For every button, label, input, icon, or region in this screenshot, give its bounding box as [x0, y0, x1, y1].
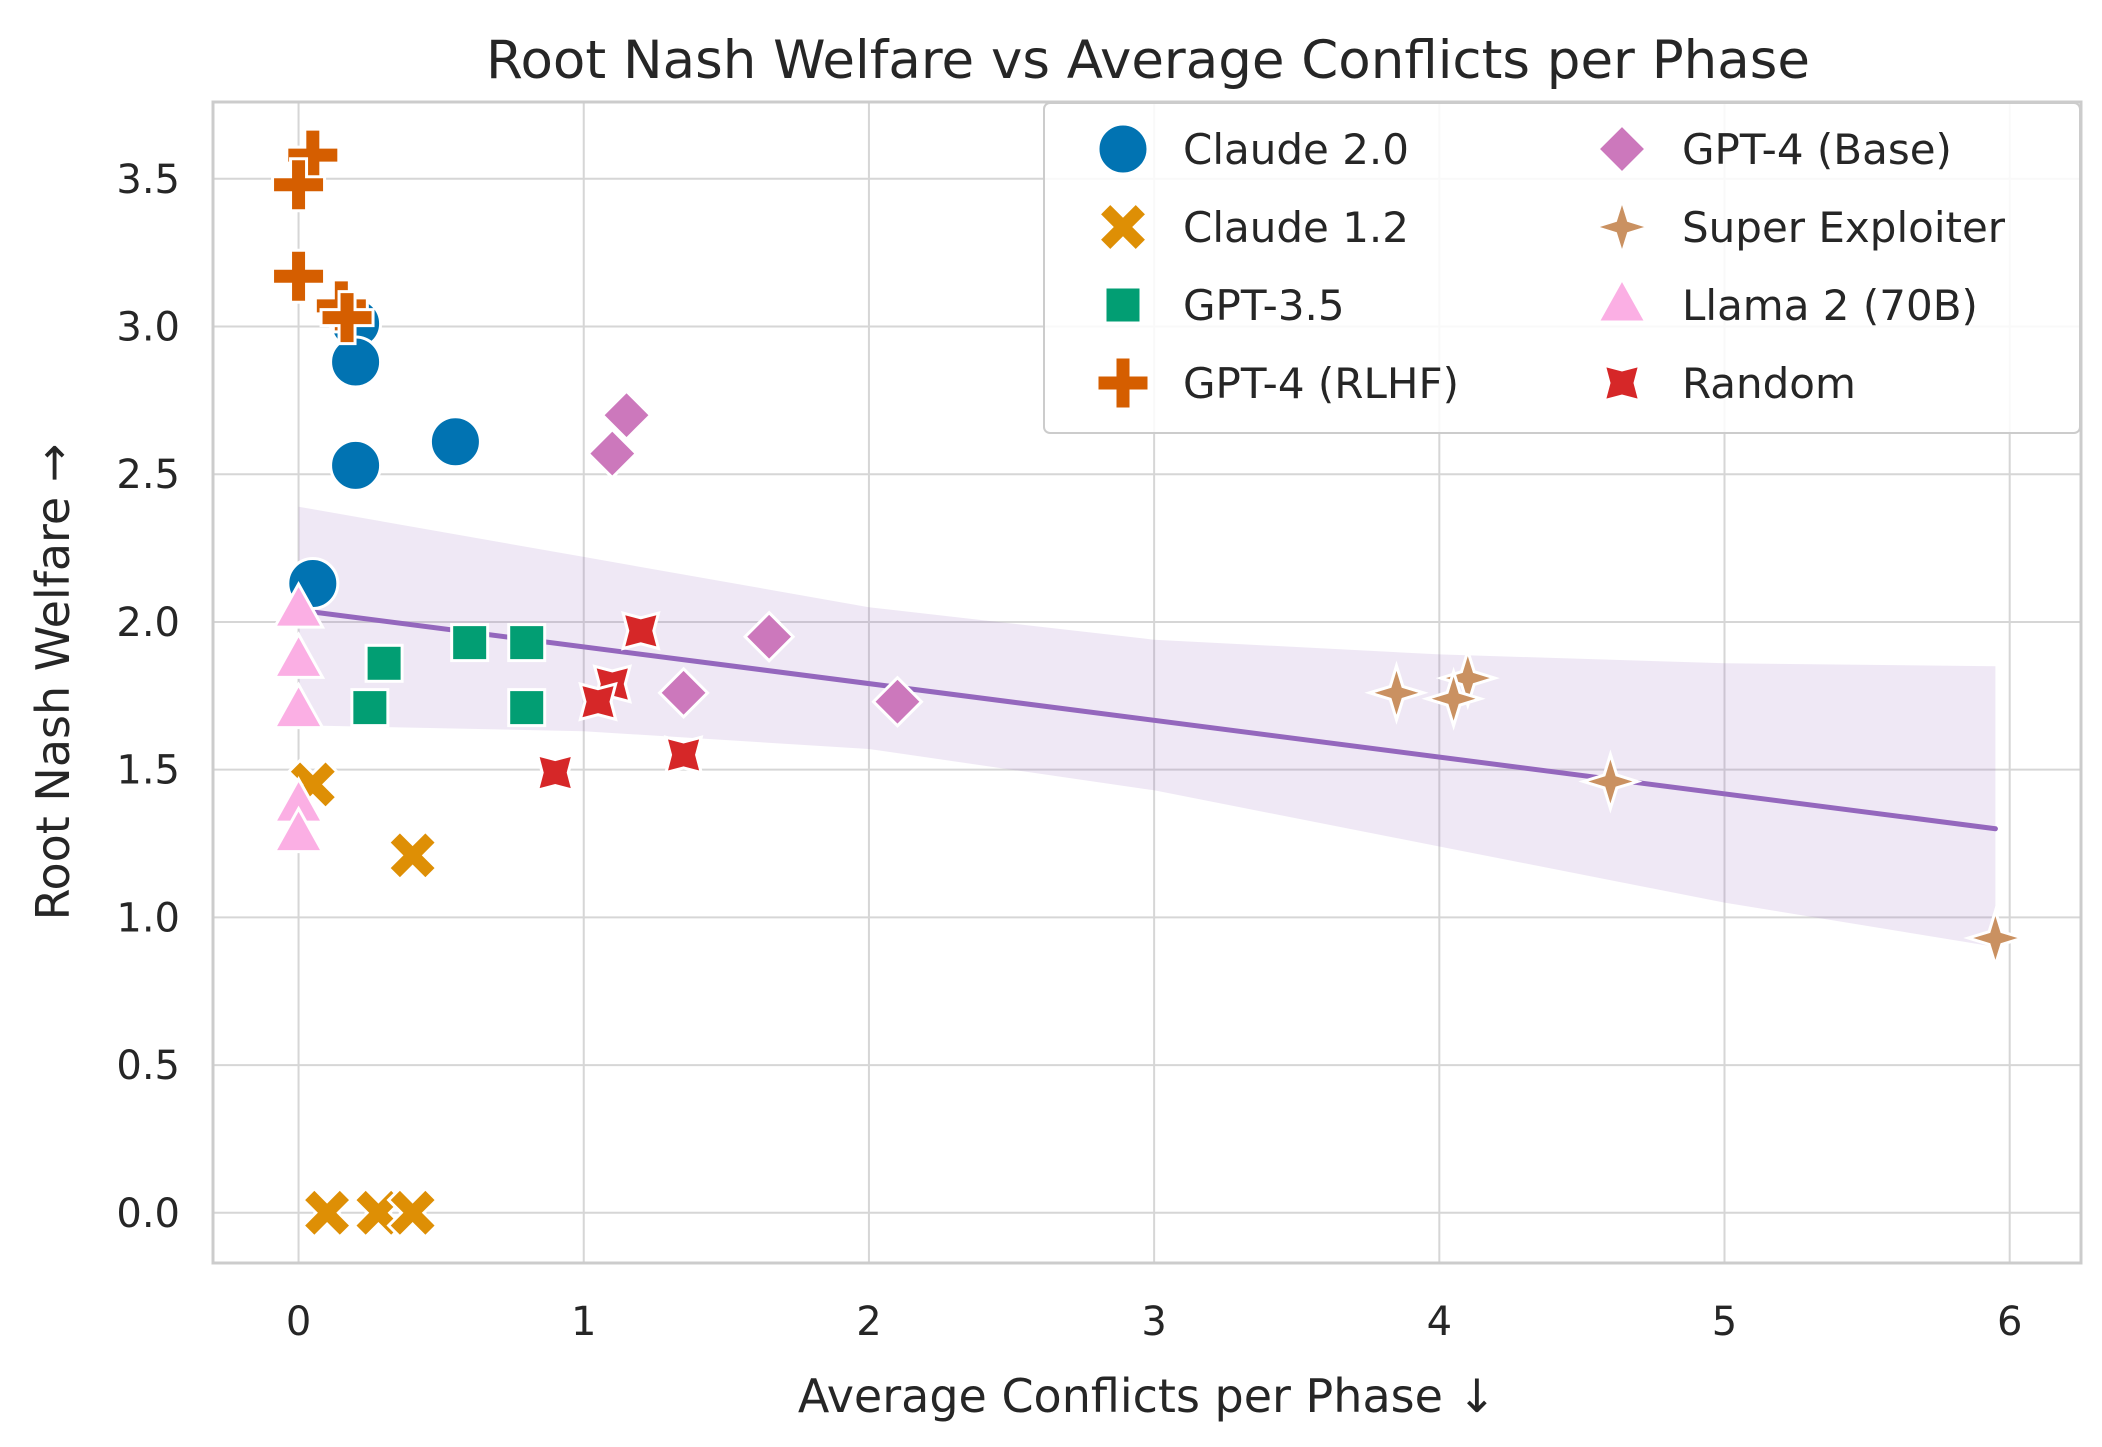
x-tick-label: 6 [1997, 1299, 2022, 1345]
data-point [1364, 660, 1429, 725]
legend-item: Random [1602, 359, 1856, 408]
legend-marker [1589, 194, 1655, 260]
series-group [350, 623, 547, 728]
series-group [272, 581, 326, 854]
legend-label: Llama 2 (70B) [1682, 281, 1978, 330]
legend-label: Claude 2.0 [1183, 125, 1409, 174]
data-point [329, 438, 383, 492]
data-point [272, 631, 326, 679]
legend-item: GPT-4 (RLHF) [1095, 355, 1459, 411]
y-tick-label: 0.5 [116, 1043, 180, 1089]
series-group [586, 389, 924, 728]
legend-label: GPT-4 (RLHF) [1183, 359, 1459, 408]
regression-line [296, 607, 1998, 832]
series-group [1364, 646, 2028, 971]
y-tick-label: 1.0 [116, 895, 180, 941]
data-point [1421, 666, 1486, 731]
data-point [272, 805, 326, 854]
legend-label: Super Exploiter [1682, 203, 2006, 252]
data-point [1963, 905, 2028, 971]
regression-line-layer [296, 607, 1998, 832]
y-tick-label: 2.0 [116, 600, 180, 646]
legend-marker [1595, 275, 1649, 324]
data-point [271, 248, 327, 304]
legend-label: GPT-3.5 [1183, 281, 1345, 330]
data-point [300, 1186, 354, 1239]
y-tick-label: 0.0 [116, 1191, 180, 1237]
y-axis-label: Root Nash Welfare → [26, 444, 80, 921]
data-point [507, 623, 547, 663]
data-point [271, 157, 327, 213]
series-group [535, 611, 704, 793]
legend-item: Claude 2.0 [1096, 122, 1409, 176]
legend-marker [1595, 122, 1649, 176]
legend-item: GPT-3.5 [1103, 281, 1345, 330]
data-point [350, 688, 390, 728]
x-tick-label: 5 [1712, 1299, 1737, 1345]
legend-item: GPT-4 (Base) [1595, 122, 1952, 176]
data-point [663, 735, 704, 775]
y-tick-label: 3.0 [116, 305, 180, 351]
data-points-layer [271, 127, 2028, 1239]
y-tick-label: 3.5 [116, 157, 180, 203]
y-tick-label: 1.5 [116, 748, 180, 794]
legend-marker [1602, 363, 1642, 403]
legend-marker [1096, 200, 1150, 254]
data-point [586, 427, 639, 480]
y-tick-labels: 0.0 0.5 1.0 1.5 2.0 2.5 3.0 3.5 [116, 157, 180, 1237]
data-point [428, 415, 482, 469]
legend-label: Claude 1.2 [1183, 203, 1409, 252]
data-point [743, 610, 796, 663]
data-point [272, 581, 326, 629]
legend-label: GPT-4 (Base) [1682, 125, 1952, 174]
data-point [657, 666, 710, 719]
confidence-band-layer [298, 506, 1996, 947]
legend-item: Llama 2 (70B) [1595, 275, 1978, 330]
confidence-band [298, 506, 1996, 947]
data-point [272, 681, 326, 730]
data-point [450, 623, 490, 663]
x-tick-label: 1 [571, 1299, 596, 1345]
data-point [621, 611, 661, 651]
data-point [600, 389, 653, 442]
data-point [319, 290, 375, 346]
y-tick-label: 2.5 [116, 452, 180, 498]
x-tick-labels: 0 1 2 3 4 5 6 [286, 1299, 2023, 1345]
legend: Claude 2.0 Claude 1.2 GPT-3.5 GPT-4 (RLHF) G… [1043, 102, 2081, 434]
series-group [271, 127, 375, 346]
data-point [578, 681, 618, 722]
data-point [507, 688, 547, 728]
legend-marker [1096, 122, 1150, 176]
legend-marker [1103, 285, 1143, 325]
data-point [535, 752, 575, 793]
legend-item: Super Exploiter [1589, 194, 2006, 260]
data-point [871, 675, 924, 728]
x-tick-label: 4 [1427, 1299, 1452, 1345]
data-point [364, 643, 404, 683]
legend-label: Random [1682, 359, 1856, 408]
x-tick-label: 2 [856, 1299, 881, 1345]
chart-title: Root Nash Welfare vs Average Conflicts p… [486, 30, 1810, 91]
legend-marker [1095, 355, 1151, 411]
data-point [386, 829, 439, 882]
x-tick-label: 3 [1141, 1299, 1166, 1345]
x-tick-label: 0 [286, 1299, 311, 1345]
data-point [1578, 749, 1643, 814]
legend-box [1043, 102, 2081, 434]
x-axis-label: Average Conflicts per Phase ↓ [798, 1369, 1496, 1423]
data-point [386, 1186, 439, 1239]
legend-item: Claude 1.2 [1096, 200, 1409, 254]
